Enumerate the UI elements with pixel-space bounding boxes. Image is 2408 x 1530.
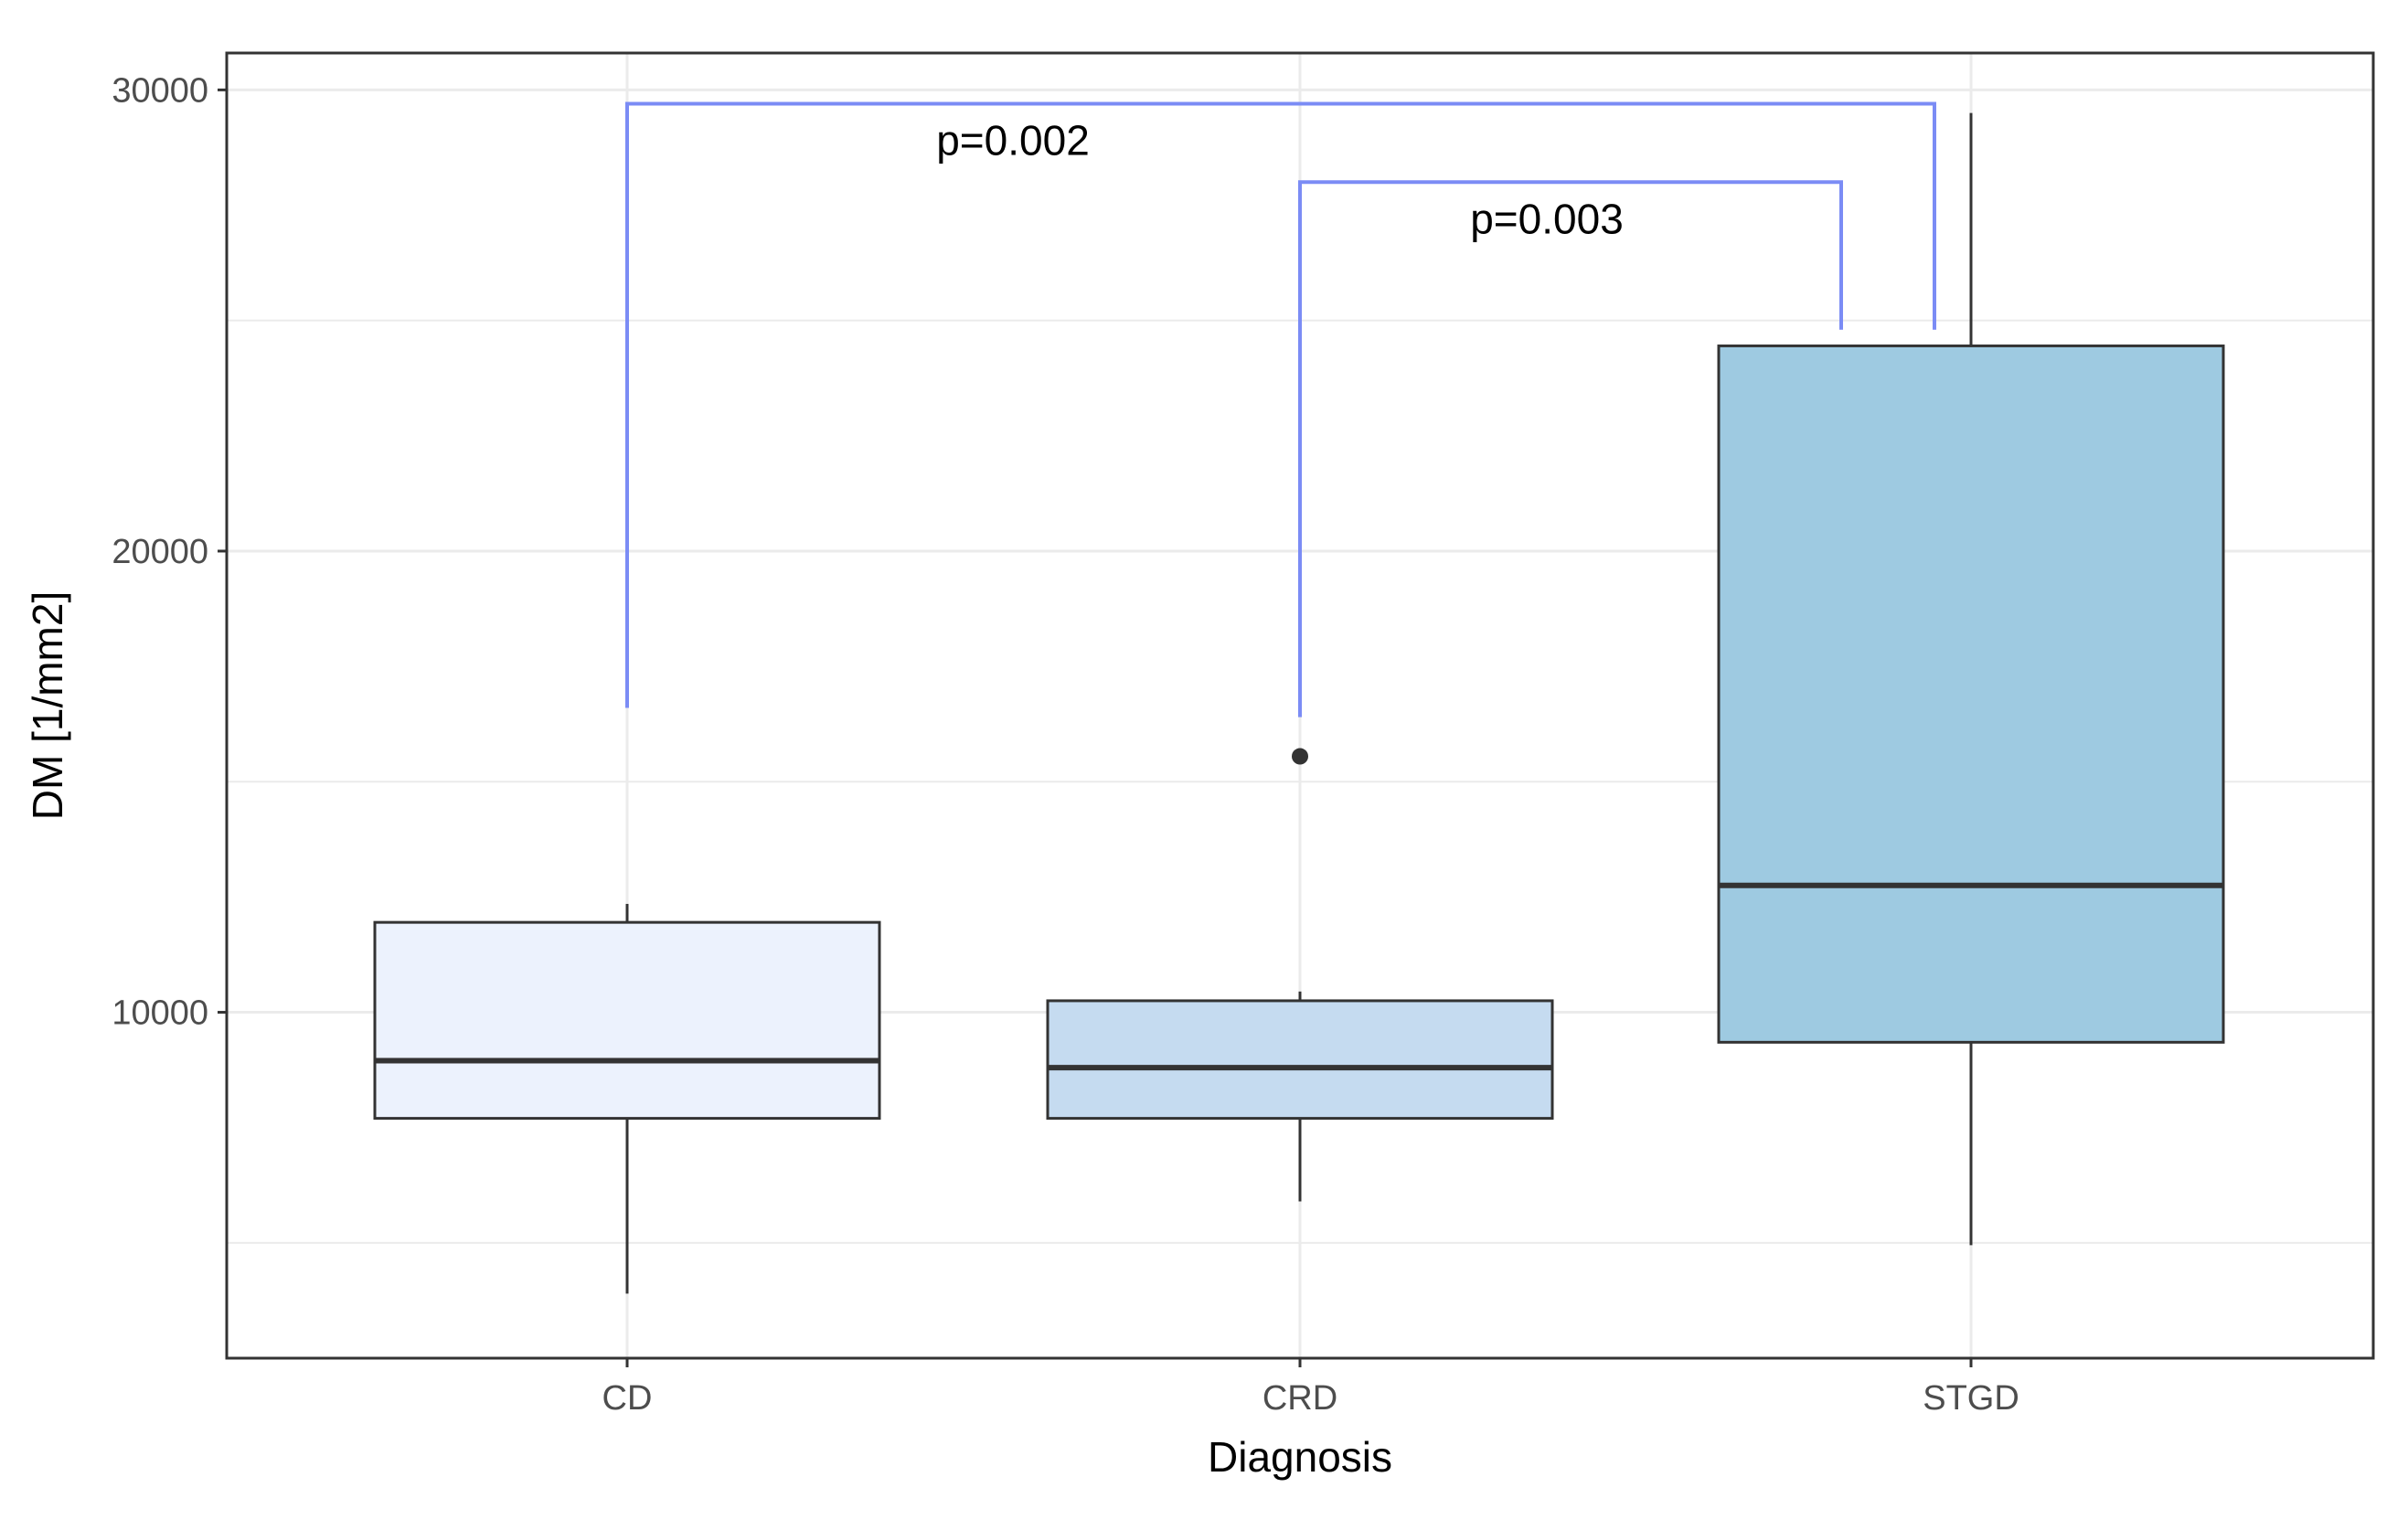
p-value-label: p=0.003 bbox=[1470, 195, 1624, 242]
iqr-box bbox=[373, 920, 881, 1121]
x-tick-label: CRD bbox=[1263, 1379, 1337, 1418]
bracket-line bbox=[1298, 180, 1843, 717]
iqr-box bbox=[1717, 344, 2225, 1044]
y-tick-label: 20000 bbox=[112, 533, 208, 571]
box-cd bbox=[373, 903, 881, 1294]
x-axis-title: Diagnosis bbox=[1208, 1433, 1392, 1481]
box-series bbox=[373, 112, 2225, 1294]
p-value-label: p=0.002 bbox=[936, 117, 1090, 165]
x-tick-label: CD bbox=[602, 1379, 653, 1418]
bracket-line bbox=[625, 101, 1936, 708]
y-tick-label: 30000 bbox=[112, 71, 208, 110]
x-tick-label: STGD bbox=[1923, 1379, 2019, 1418]
iqr-box bbox=[1046, 999, 1554, 1121]
significance-brackets: p=0.002 p=0.003 bbox=[625, 101, 1936, 717]
box-crd bbox=[1046, 748, 1554, 1202]
y-tick-label: 10000 bbox=[112, 994, 208, 1033]
y-axis-title: DM [1/mm2] bbox=[24, 591, 71, 820]
bracket-crd-stgd: p=0.003 bbox=[1298, 180, 1843, 717]
box-stgd bbox=[1717, 112, 2225, 1246]
axes: 10000 20000 30000 CD CRD STGD bbox=[112, 71, 2019, 1418]
outlier-point bbox=[1292, 748, 1308, 765]
bracket-cd-stgd: p=0.002 bbox=[625, 101, 1936, 708]
